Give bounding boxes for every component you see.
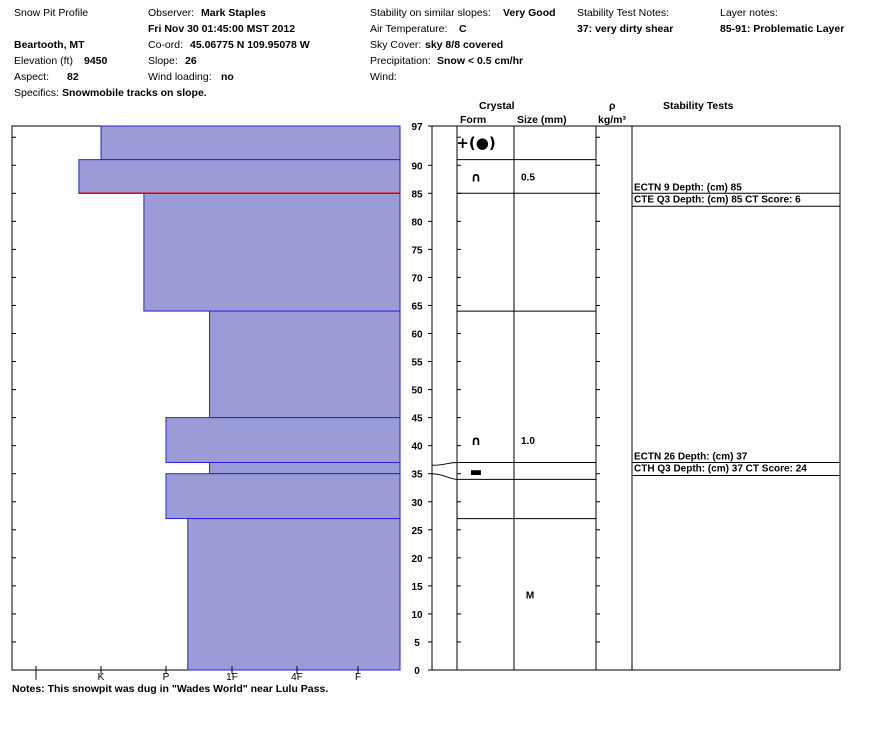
depth-tick-label: 97 bbox=[411, 122, 423, 133]
page-title: Snow Pit Profile bbox=[14, 7, 89, 19]
crystal-form-3: ▬ bbox=[470, 465, 482, 480]
datetime: Fri Nov 30 01:45:00 MST 2012 bbox=[148, 23, 296, 35]
rho-header: ρ bbox=[609, 100, 616, 112]
location: Beartooth, MT bbox=[14, 39, 85, 51]
slope-value: 26 bbox=[185, 55, 197, 67]
wind-loading-label: Wind loading: bbox=[148, 71, 212, 83]
hardness-tick-label: K bbox=[98, 672, 105, 683]
stability-notes-label: Stability Test Notes: bbox=[577, 7, 670, 19]
depth-tick-label: 85 bbox=[411, 189, 423, 200]
hardness-layer-5 bbox=[209, 461, 401, 475]
depth-tick-label: 20 bbox=[411, 554, 423, 565]
specifics-label: Specifics: bbox=[14, 87, 59, 99]
slope-label: Slope: bbox=[148, 55, 178, 67]
depth-tick-label: 90 bbox=[411, 161, 423, 172]
stability-test-label-0-0: ECTN 9 Depth: (cm) 85 bbox=[634, 182, 742, 193]
hardness-layer-6 bbox=[165, 473, 401, 520]
crystal-size-1: 0.5 bbox=[521, 172, 535, 183]
layer-notes-value: 85-91: Problematic Layer bbox=[720, 23, 845, 35]
hardness-layer-7 bbox=[187, 518, 401, 671]
depth-tick-label: 70 bbox=[411, 273, 423, 284]
depth-tick-label: 0 bbox=[414, 666, 420, 677]
density-unit-header: kg/m³ bbox=[598, 114, 627, 126]
crystal-header: Crystal bbox=[479, 100, 515, 112]
hardness-layer-2 bbox=[143, 192, 401, 312]
hardness-layer-4 bbox=[165, 417, 401, 463]
crystal-size-2: 1.0 bbox=[521, 436, 535, 447]
depth-tick-label: 50 bbox=[411, 386, 423, 397]
depth-tick-label: 15 bbox=[411, 582, 423, 593]
hardness-tick-label: 4F bbox=[291, 672, 303, 683]
depth-tick-label: 35 bbox=[411, 470, 423, 481]
observer-value: Mark Staples bbox=[201, 7, 266, 19]
aspect-value: 82 bbox=[67, 71, 79, 83]
stability-notes-value: 37: very dirty shear bbox=[577, 23, 674, 35]
notes: Notes: This snowpit was dug in "Wades Wo… bbox=[12, 683, 329, 695]
crystal-column-frame bbox=[431, 125, 633, 671]
specifics-value: Snowmobile tracks on slope. bbox=[62, 87, 207, 99]
crystal-form-1: ∩ bbox=[471, 170, 482, 185]
crystal-size-4: M bbox=[526, 590, 534, 601]
coord-value: 45.06775 N 109.95078 W bbox=[190, 39, 310, 51]
hardness-tick-label: I bbox=[35, 672, 38, 683]
elevation-value: 9450 bbox=[84, 55, 108, 67]
precip-value: Snow < 0.5 cm/hr bbox=[437, 55, 524, 67]
depth-tick-label: 65 bbox=[411, 301, 423, 312]
stability-test-label-1-0: ECTN 26 Depth: (cm) 37 bbox=[634, 451, 748, 462]
depth-tick-label: 80 bbox=[411, 217, 423, 228]
depth-tick-label: 60 bbox=[411, 330, 423, 341]
crystal-form-0: +(●) bbox=[456, 134, 495, 152]
form-header: Form bbox=[460, 114, 487, 126]
stability-value: Very Good bbox=[503, 7, 556, 19]
layer-notes-label: Layer notes: bbox=[720, 7, 778, 19]
stability-test-label-0-1: CTE Q3 Depth: (cm) 85 CT Score: 6 bbox=[634, 194, 801, 205]
depth-tick-label: 75 bbox=[411, 245, 423, 256]
aspect-label: Aspect: bbox=[14, 71, 50, 83]
depth-tick-label: 55 bbox=[411, 358, 423, 369]
hardness-layer-3 bbox=[209, 310, 401, 419]
coord-label: Co-ord: bbox=[148, 39, 184, 51]
air-temp-label: Air Temperature: bbox=[370, 23, 448, 35]
precip-label: Precipitation: bbox=[370, 55, 431, 67]
wind-loading-value: no bbox=[221, 71, 234, 83]
crystal-form-2: ∩ bbox=[471, 434, 482, 449]
depth-tick-label: 40 bbox=[411, 442, 423, 453]
size-header: Size (mm) bbox=[517, 114, 567, 126]
elevation-label: Elevation (ft) bbox=[14, 55, 73, 67]
hardness-tick-label: F bbox=[355, 672, 361, 683]
depth-tick-label: 25 bbox=[411, 526, 423, 537]
sky-label: Sky Cover: bbox=[370, 39, 422, 51]
hardness-tick-label: 1F bbox=[226, 672, 238, 683]
depth-tick-label: 30 bbox=[411, 498, 423, 509]
wind-label: Wind: bbox=[370, 71, 397, 83]
connector-line bbox=[431, 473, 458, 480]
observer-label: Observer: bbox=[148, 7, 195, 19]
sky-value: sky 8/8 covered bbox=[425, 39, 504, 51]
hardness-layer-0 bbox=[100, 125, 401, 161]
stability-column-frame bbox=[631, 125, 841, 671]
hardness-layer-1 bbox=[78, 159, 401, 194]
stability-label: Stability on similar slopes: bbox=[370, 7, 491, 19]
stability-tests-header: Stability Tests bbox=[663, 100, 734, 112]
depth-tick-label: 10 bbox=[411, 610, 423, 621]
depth-tick-label: 5 bbox=[414, 638, 420, 649]
hardness-tick-label: P bbox=[163, 672, 170, 683]
air-temp-value: C bbox=[459, 23, 467, 35]
stability-test-label-1-1: CTH Q3 Depth: (cm) 37 CT Score: 24 bbox=[634, 463, 807, 474]
connector-line bbox=[431, 461, 458, 466]
depth-tick-label: 45 bbox=[411, 414, 423, 425]
